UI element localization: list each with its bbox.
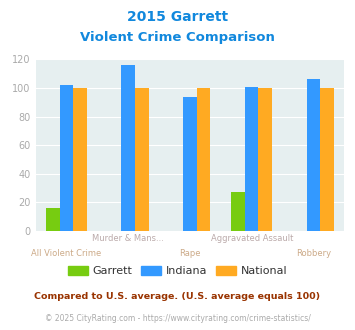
Bar: [183, 97, 197, 231]
Bar: [307, 80, 320, 231]
Text: © 2025 CityRating.com - https://www.cityrating.com/crime-statistics/: © 2025 CityRating.com - https://www.city…: [45, 314, 310, 323]
Text: Murder & Mans...: Murder & Mans...: [92, 234, 164, 243]
Bar: [135, 88, 148, 231]
Legend: Garrett, Indiana, National: Garrett, Indiana, National: [64, 261, 291, 280]
Bar: [46, 208, 60, 231]
Bar: [121, 65, 135, 231]
Bar: [197, 88, 210, 231]
Bar: [320, 88, 334, 231]
Text: 2015 Garrett: 2015 Garrett: [127, 10, 228, 24]
Text: Violent Crime Comparison: Violent Crime Comparison: [80, 31, 275, 44]
Text: Rape: Rape: [179, 249, 201, 258]
Text: Aggravated Assault: Aggravated Assault: [211, 234, 293, 243]
Text: All Violent Crime: All Violent Crime: [31, 249, 102, 258]
Text: Robbery: Robbery: [296, 249, 331, 258]
Bar: [73, 88, 87, 231]
Text: Compared to U.S. average. (U.S. average equals 100): Compared to U.S. average. (U.S. average …: [34, 292, 321, 301]
Bar: [245, 86, 258, 231]
Bar: [60, 85, 73, 231]
Bar: [258, 88, 272, 231]
Bar: [231, 192, 245, 231]
